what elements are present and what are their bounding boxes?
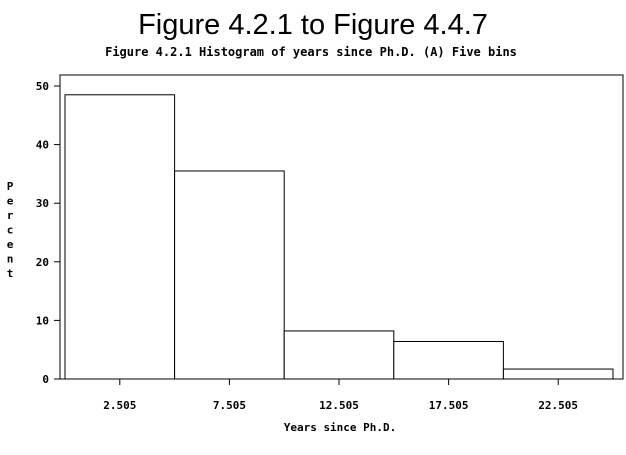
x-tick-label: 17.505	[429, 399, 469, 412]
y-axis-tick-labels: 0 10 20 30 40 50	[36, 80, 49, 386]
x-axis-tick-labels: 2.505 7.505 12.505 17.505 22.505	[103, 399, 578, 412]
y-tick-label: 30	[36, 197, 49, 210]
chart-title: Figure 4.2.1 to Figure 4.4.7	[138, 9, 488, 41]
chart-subtitle: Figure 4.2.1 Histogram of years since Ph…	[105, 45, 517, 59]
y-tick-label: 0	[42, 373, 49, 386]
histogram-bar	[502, 368, 614, 380]
y-tick-label: 50	[36, 80, 49, 93]
histogram-bar	[393, 340, 504, 380]
y-tick-label: 40	[36, 139, 49, 152]
y-tick-label: 10	[36, 314, 49, 327]
x-tick-label: 2.505	[103, 399, 136, 412]
x-tick-label: 12.505	[319, 399, 359, 412]
y-axis-ticks	[54, 85, 60, 380]
x-axis-ticks	[119, 379, 559, 385]
x-tick-label: 22.505	[538, 399, 578, 412]
histogram-bar	[64, 94, 176, 380]
histogram-bar	[283, 330, 395, 380]
y-tick-label: 20	[36, 256, 49, 269]
histogram-bar	[174, 170, 285, 380]
x-axis-label: Years since Ph.D.	[284, 421, 397, 434]
x-tick-label: 7.505	[213, 399, 246, 412]
histogram-bars	[64, 94, 614, 380]
